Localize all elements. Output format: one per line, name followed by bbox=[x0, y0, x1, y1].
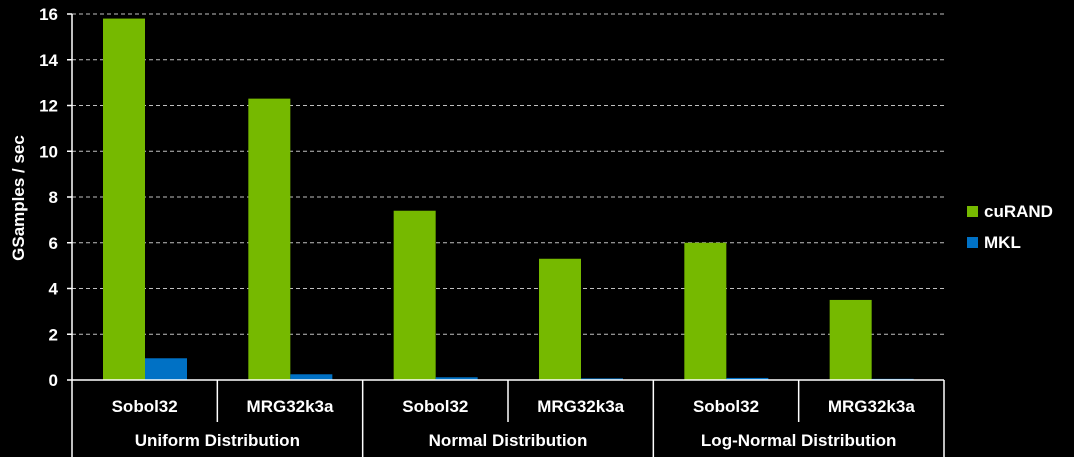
legend-swatch-mkl bbox=[967, 237, 978, 248]
y-tick-label: 6 bbox=[49, 234, 58, 253]
y-tick-label: 2 bbox=[49, 325, 58, 344]
y-tick-label: 8 bbox=[49, 188, 58, 207]
axes bbox=[67, 13, 945, 457]
x-category-label: MRG32k3a bbox=[537, 397, 624, 416]
x-group-label: Uniform Distribution bbox=[135, 431, 300, 450]
y-tick-label: 12 bbox=[39, 97, 58, 116]
y-tick-label: 10 bbox=[39, 142, 58, 161]
y-tick-label: 16 bbox=[39, 5, 58, 24]
bar-curand bbox=[393, 210, 436, 380]
grid-lines bbox=[72, 13, 944, 335]
x-category-label: MRG32k3a bbox=[247, 397, 334, 416]
x-group-label: Log-Normal Distribution bbox=[701, 431, 896, 450]
y-tick-label: 4 bbox=[49, 280, 59, 299]
x-category-label: Sobol32 bbox=[693, 397, 759, 416]
legend-label: cuRAND bbox=[984, 202, 1053, 221]
x-category-label: MRG32k3a bbox=[828, 397, 915, 416]
bar-curand bbox=[103, 18, 145, 380]
x-group-label: Normal Distribution bbox=[429, 431, 588, 450]
bar-curand bbox=[248, 98, 291, 380]
bar-mkl bbox=[290, 374, 333, 380]
y-tick-label: 14 bbox=[39, 51, 58, 70]
x-category-labels: Sobol32 MRG32k3a Sobol32 MRG32k3a Sobol32 MRG… bbox=[112, 397, 916, 416]
bar-mkl bbox=[435, 377, 478, 380]
bar-curand bbox=[539, 258, 581, 380]
legend-label: MKL bbox=[984, 233, 1021, 252]
bars bbox=[103, 18, 914, 380]
y-tick-labels: 0 2 4 6 8 10 12 14 16 bbox=[39, 5, 58, 390]
y-tick-label: 0 bbox=[49, 371, 58, 390]
y-axis-title: GSamples / sec bbox=[9, 135, 28, 261]
bar-curand bbox=[829, 299, 872, 380]
legend-swatch-curand bbox=[967, 206, 978, 217]
bar-mkl bbox=[581, 378, 623, 380]
bar-mkl bbox=[726, 377, 769, 380]
x-category-label: Sobol32 bbox=[402, 397, 468, 416]
legend: cuRAND MKL bbox=[967, 202, 1053, 252]
x-group-labels: Uniform Distribution Normal Distribution L… bbox=[135, 431, 897, 450]
bar-curand bbox=[684, 242, 727, 380]
x-category-label: Sobol32 bbox=[112, 397, 178, 416]
bar-mkl bbox=[145, 358, 187, 380]
